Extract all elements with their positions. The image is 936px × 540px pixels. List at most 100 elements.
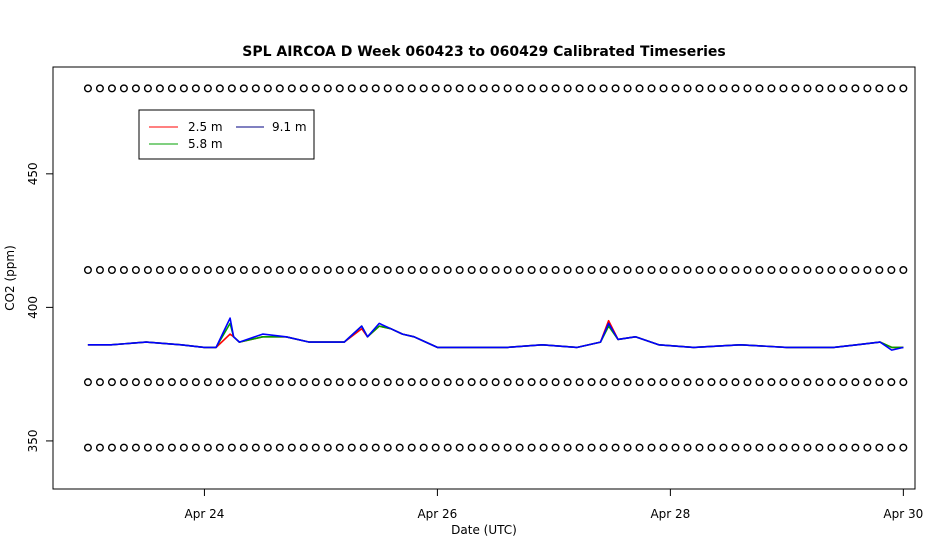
flag-point — [371, 265, 380, 274]
flag-point — [335, 84, 344, 93]
flag-point — [215, 378, 224, 387]
flag-point — [443, 84, 452, 93]
flag-point — [239, 443, 248, 452]
flag-point — [203, 84, 212, 93]
flag-point — [515, 84, 524, 93]
flag-point — [431, 265, 440, 274]
flag-point — [611, 378, 620, 387]
flag-point — [587, 443, 596, 452]
flag-point — [407, 84, 416, 93]
flag-point — [299, 378, 308, 387]
flag-point — [179, 265, 188, 274]
flag-point — [887, 84, 896, 93]
flag-point — [575, 378, 584, 387]
flag-point — [95, 265, 104, 274]
flag-point — [131, 265, 140, 274]
flag-point — [191, 84, 200, 93]
flag-point — [479, 378, 488, 387]
flag-point — [527, 84, 536, 93]
flag-point — [587, 84, 596, 93]
flag-point — [659, 84, 668, 93]
flag-point — [779, 84, 788, 93]
flag-point — [83, 378, 92, 387]
flag-point — [707, 378, 716, 387]
flag-point — [323, 84, 332, 93]
flag-point — [455, 265, 464, 274]
flag-point — [287, 378, 296, 387]
legend-label-2.5m: 2.5 m — [188, 120, 223, 134]
flag-point — [443, 265, 452, 274]
flag-point — [299, 443, 308, 452]
flag-point — [443, 378, 452, 387]
flag-point — [95, 84, 104, 93]
flag-point — [479, 265, 488, 274]
flag-point — [131, 443, 140, 452]
flag-point — [215, 265, 224, 274]
x-tick-label: Apr 30 — [883, 507, 923, 521]
flag-point — [275, 378, 284, 387]
flag-point — [191, 378, 200, 387]
flag-point — [287, 443, 296, 452]
flag-point — [695, 443, 704, 452]
flag-point — [191, 443, 200, 452]
flag-point — [647, 265, 656, 274]
flag-point — [527, 378, 536, 387]
flag-point — [83, 443, 92, 452]
flag-point — [251, 265, 260, 274]
flag-point — [875, 265, 884, 274]
flag-point — [179, 378, 188, 387]
flag-point — [587, 265, 596, 274]
flag-point — [623, 84, 632, 93]
flag-point — [431, 443, 440, 452]
flag-point — [107, 443, 116, 452]
flag-point — [839, 443, 848, 452]
flag-point — [251, 443, 260, 452]
flag-point — [743, 443, 752, 452]
flag-point — [287, 84, 296, 93]
flag-point — [419, 84, 428, 93]
flag-point — [263, 378, 272, 387]
flag-point — [539, 443, 548, 452]
flag-point — [827, 443, 836, 452]
flag-point — [731, 84, 740, 93]
flag-point — [719, 378, 728, 387]
flag-point — [743, 84, 752, 93]
flag-point — [683, 265, 692, 274]
flag-point — [395, 378, 404, 387]
flag-point — [635, 84, 644, 93]
flag-point — [731, 443, 740, 452]
flag-point — [407, 265, 416, 274]
flag-point — [167, 443, 176, 452]
flag-point — [719, 265, 728, 274]
flag-point — [731, 265, 740, 274]
flag-point — [863, 443, 872, 452]
flag-point — [851, 265, 860, 274]
flag-point — [407, 378, 416, 387]
flag-point — [779, 265, 788, 274]
flag-point — [299, 84, 308, 93]
x-tick-label: Apr 24 — [185, 507, 225, 521]
flag-point — [215, 84, 224, 93]
flag-point — [347, 443, 356, 452]
flag-point — [791, 378, 800, 387]
flag-point — [227, 265, 236, 274]
series-lines — [87, 317, 904, 351]
flag-point — [95, 378, 104, 387]
flag-point — [107, 84, 116, 93]
flag-point — [227, 443, 236, 452]
flag-point — [707, 265, 716, 274]
flag-point — [491, 265, 500, 274]
flag-point — [143, 265, 152, 274]
flag-point — [755, 378, 764, 387]
flag-point — [551, 443, 560, 452]
flag-point — [767, 378, 776, 387]
flag-point — [887, 378, 896, 387]
flag-point — [767, 443, 776, 452]
flag-point — [455, 84, 464, 93]
flag-point — [419, 378, 428, 387]
flag-point — [887, 443, 896, 452]
flag-point — [791, 443, 800, 452]
flag-point — [263, 265, 272, 274]
flag-point — [443, 443, 452, 452]
flag-point — [515, 265, 524, 274]
